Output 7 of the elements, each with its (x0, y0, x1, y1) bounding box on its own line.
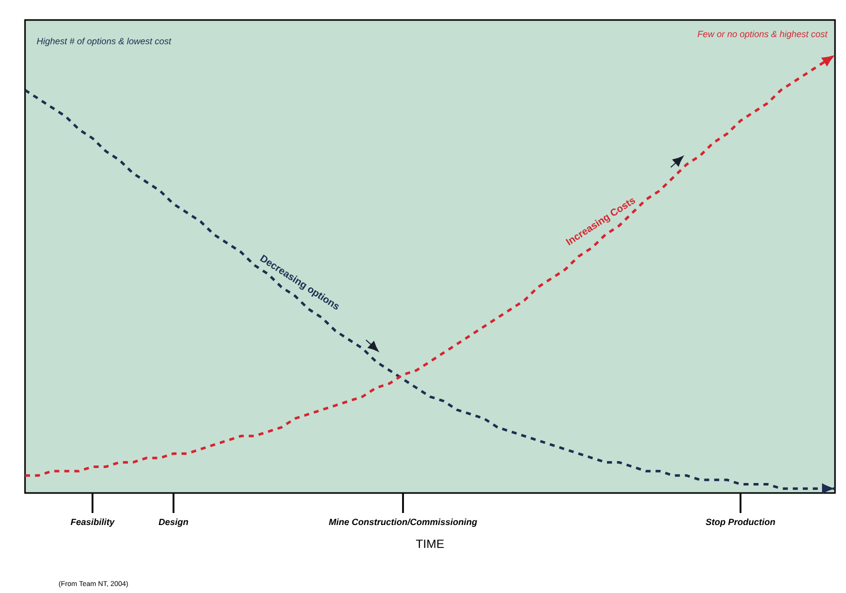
x-tick-label: Feasibility (70, 518, 115, 527)
x-tick-label: Mine Construction/Commissioning (328, 518, 478, 527)
text: Few or no options & highest cost (698, 30, 828, 39)
x-axis-title: TIME (416, 540, 444, 548)
x-tick-label: Stop Production (706, 518, 776, 527)
text: Highest # of options & lowest cost (36, 38, 172, 46)
x-tick-label: Design (158, 518, 188, 527)
